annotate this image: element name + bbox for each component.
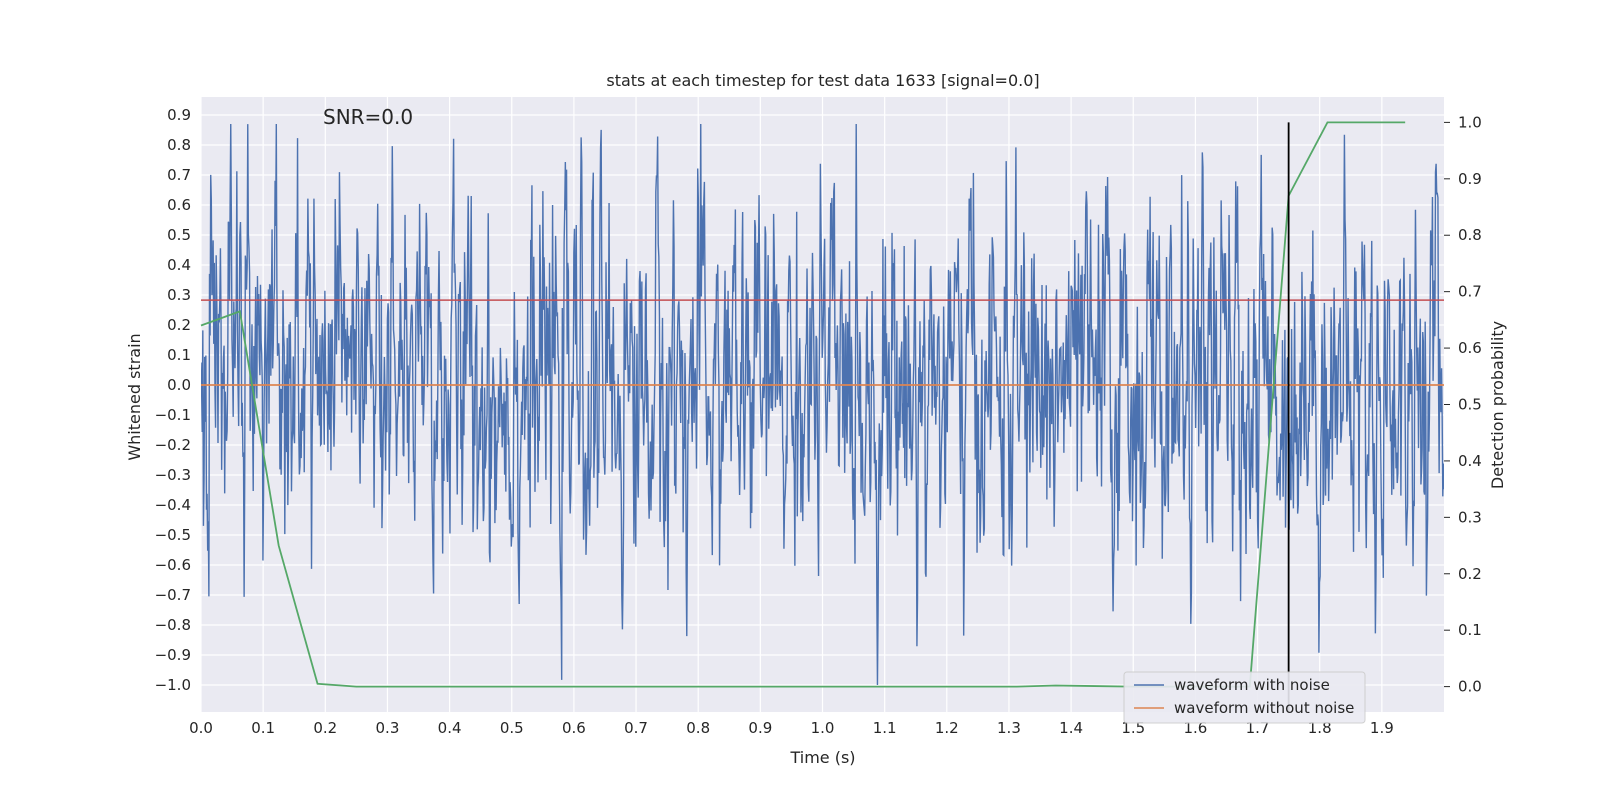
- y-axis-label: Whitened strain: [125, 333, 144, 460]
- x-tick-label: 1.0: [811, 719, 835, 737]
- x-tick-label: 0.1: [251, 719, 275, 737]
- y2-tick-label: 0.9: [1458, 170, 1482, 188]
- y2-tick-label: 0.0: [1458, 678, 1482, 696]
- x-tick-label: 0.6: [562, 719, 586, 737]
- y2-tick-label: 1.0: [1458, 113, 1482, 131]
- snr-annotation: SNR=0.0: [323, 105, 413, 129]
- y-axis-right: 1.0 0.9 0.8 0.7 0.6 0.5 0.4 0.3 0.2 0.1 0.0: [1444, 113, 1482, 696]
- y-axis-left: 0.9 0.8 0.7 0.6 0.5 0.4 0.3 0.2 0.1 0.0 −0.1 −0.2 −0…: [155, 106, 191, 694]
- x-tick-label: 1.3: [997, 719, 1021, 737]
- y2-tick-label: 0.5: [1458, 396, 1482, 414]
- y-tick-label: −0.2: [155, 436, 191, 454]
- x-tick-label: 0.2: [313, 719, 337, 737]
- x-tick-label: 0.8: [686, 719, 710, 737]
- y-tick-label: −0.4: [155, 496, 191, 514]
- y-tick-label: −1.0: [155, 676, 191, 694]
- legend: waveform with noise waveform without noi…: [1123, 671, 1366, 724]
- y-tick-label: 0.2: [167, 316, 191, 334]
- x-tick-label: 0.4: [438, 719, 462, 737]
- legend-box: [1123, 671, 1366, 724]
- x-tick-label: 1.4: [1059, 719, 1083, 737]
- legend-label-clean: waveform without noise: [1174, 699, 1354, 717]
- y-tick-label: −0.9: [155, 646, 191, 664]
- y-tick-label: 0.0: [167, 376, 191, 394]
- x-tick-label: 0.7: [624, 719, 648, 737]
- series-layer: [200, 121, 1444, 712]
- x-tick-label: 1.1: [873, 719, 897, 737]
- y2-tick-label: 0.7: [1458, 283, 1482, 301]
- y-tick-label: −0.7: [155, 586, 191, 604]
- x-tick-label: 0.0: [189, 719, 213, 737]
- y-tick-label: 0.5: [167, 226, 191, 244]
- y-tick-label: −0.3: [155, 466, 191, 484]
- y-tick-label: 0.3: [167, 286, 191, 304]
- x-axis-label: Time (s): [789, 748, 855, 767]
- y2-tick-label: 0.1: [1458, 621, 1482, 639]
- y2-tick-label: 0.6: [1458, 339, 1482, 357]
- chart-title: stats at each timestep for test data 163…: [606, 71, 1039, 90]
- y2-tick-label: 0.3: [1458, 508, 1482, 526]
- legend-label-noise: waveform with noise: [1174, 676, 1330, 694]
- y-tick-label: 0.1: [167, 346, 191, 364]
- y-tick-label: 0.9: [167, 106, 191, 124]
- y-tick-label: 0.7: [167, 166, 191, 184]
- y2-tick-label: 0.2: [1458, 565, 1482, 583]
- x-tick-label: 0.9: [748, 719, 772, 737]
- x-tick-label: 0.5: [500, 719, 524, 737]
- y-tick-label: −0.1: [155, 406, 191, 424]
- grid: [200, 97, 1444, 712]
- x-tick-label: 1.9: [1370, 719, 1394, 737]
- y-tick-label: 0.6: [167, 196, 191, 214]
- y-tick-label: 0.4: [167, 256, 191, 274]
- y-tick-label: −0.6: [155, 556, 191, 574]
- y2-tick-label: 0.4: [1458, 452, 1482, 470]
- x-tick-label: 1.2: [935, 719, 959, 737]
- y2-axis-label: Detection probability: [1488, 321, 1507, 489]
- y-tick-label: −0.8: [155, 616, 191, 634]
- y-tick-label: −0.5: [155, 526, 191, 544]
- y-tick-label: 0.8: [167, 136, 191, 154]
- y2-tick-label: 0.8: [1458, 226, 1482, 244]
- x-tick-label: 0.3: [376, 719, 400, 737]
